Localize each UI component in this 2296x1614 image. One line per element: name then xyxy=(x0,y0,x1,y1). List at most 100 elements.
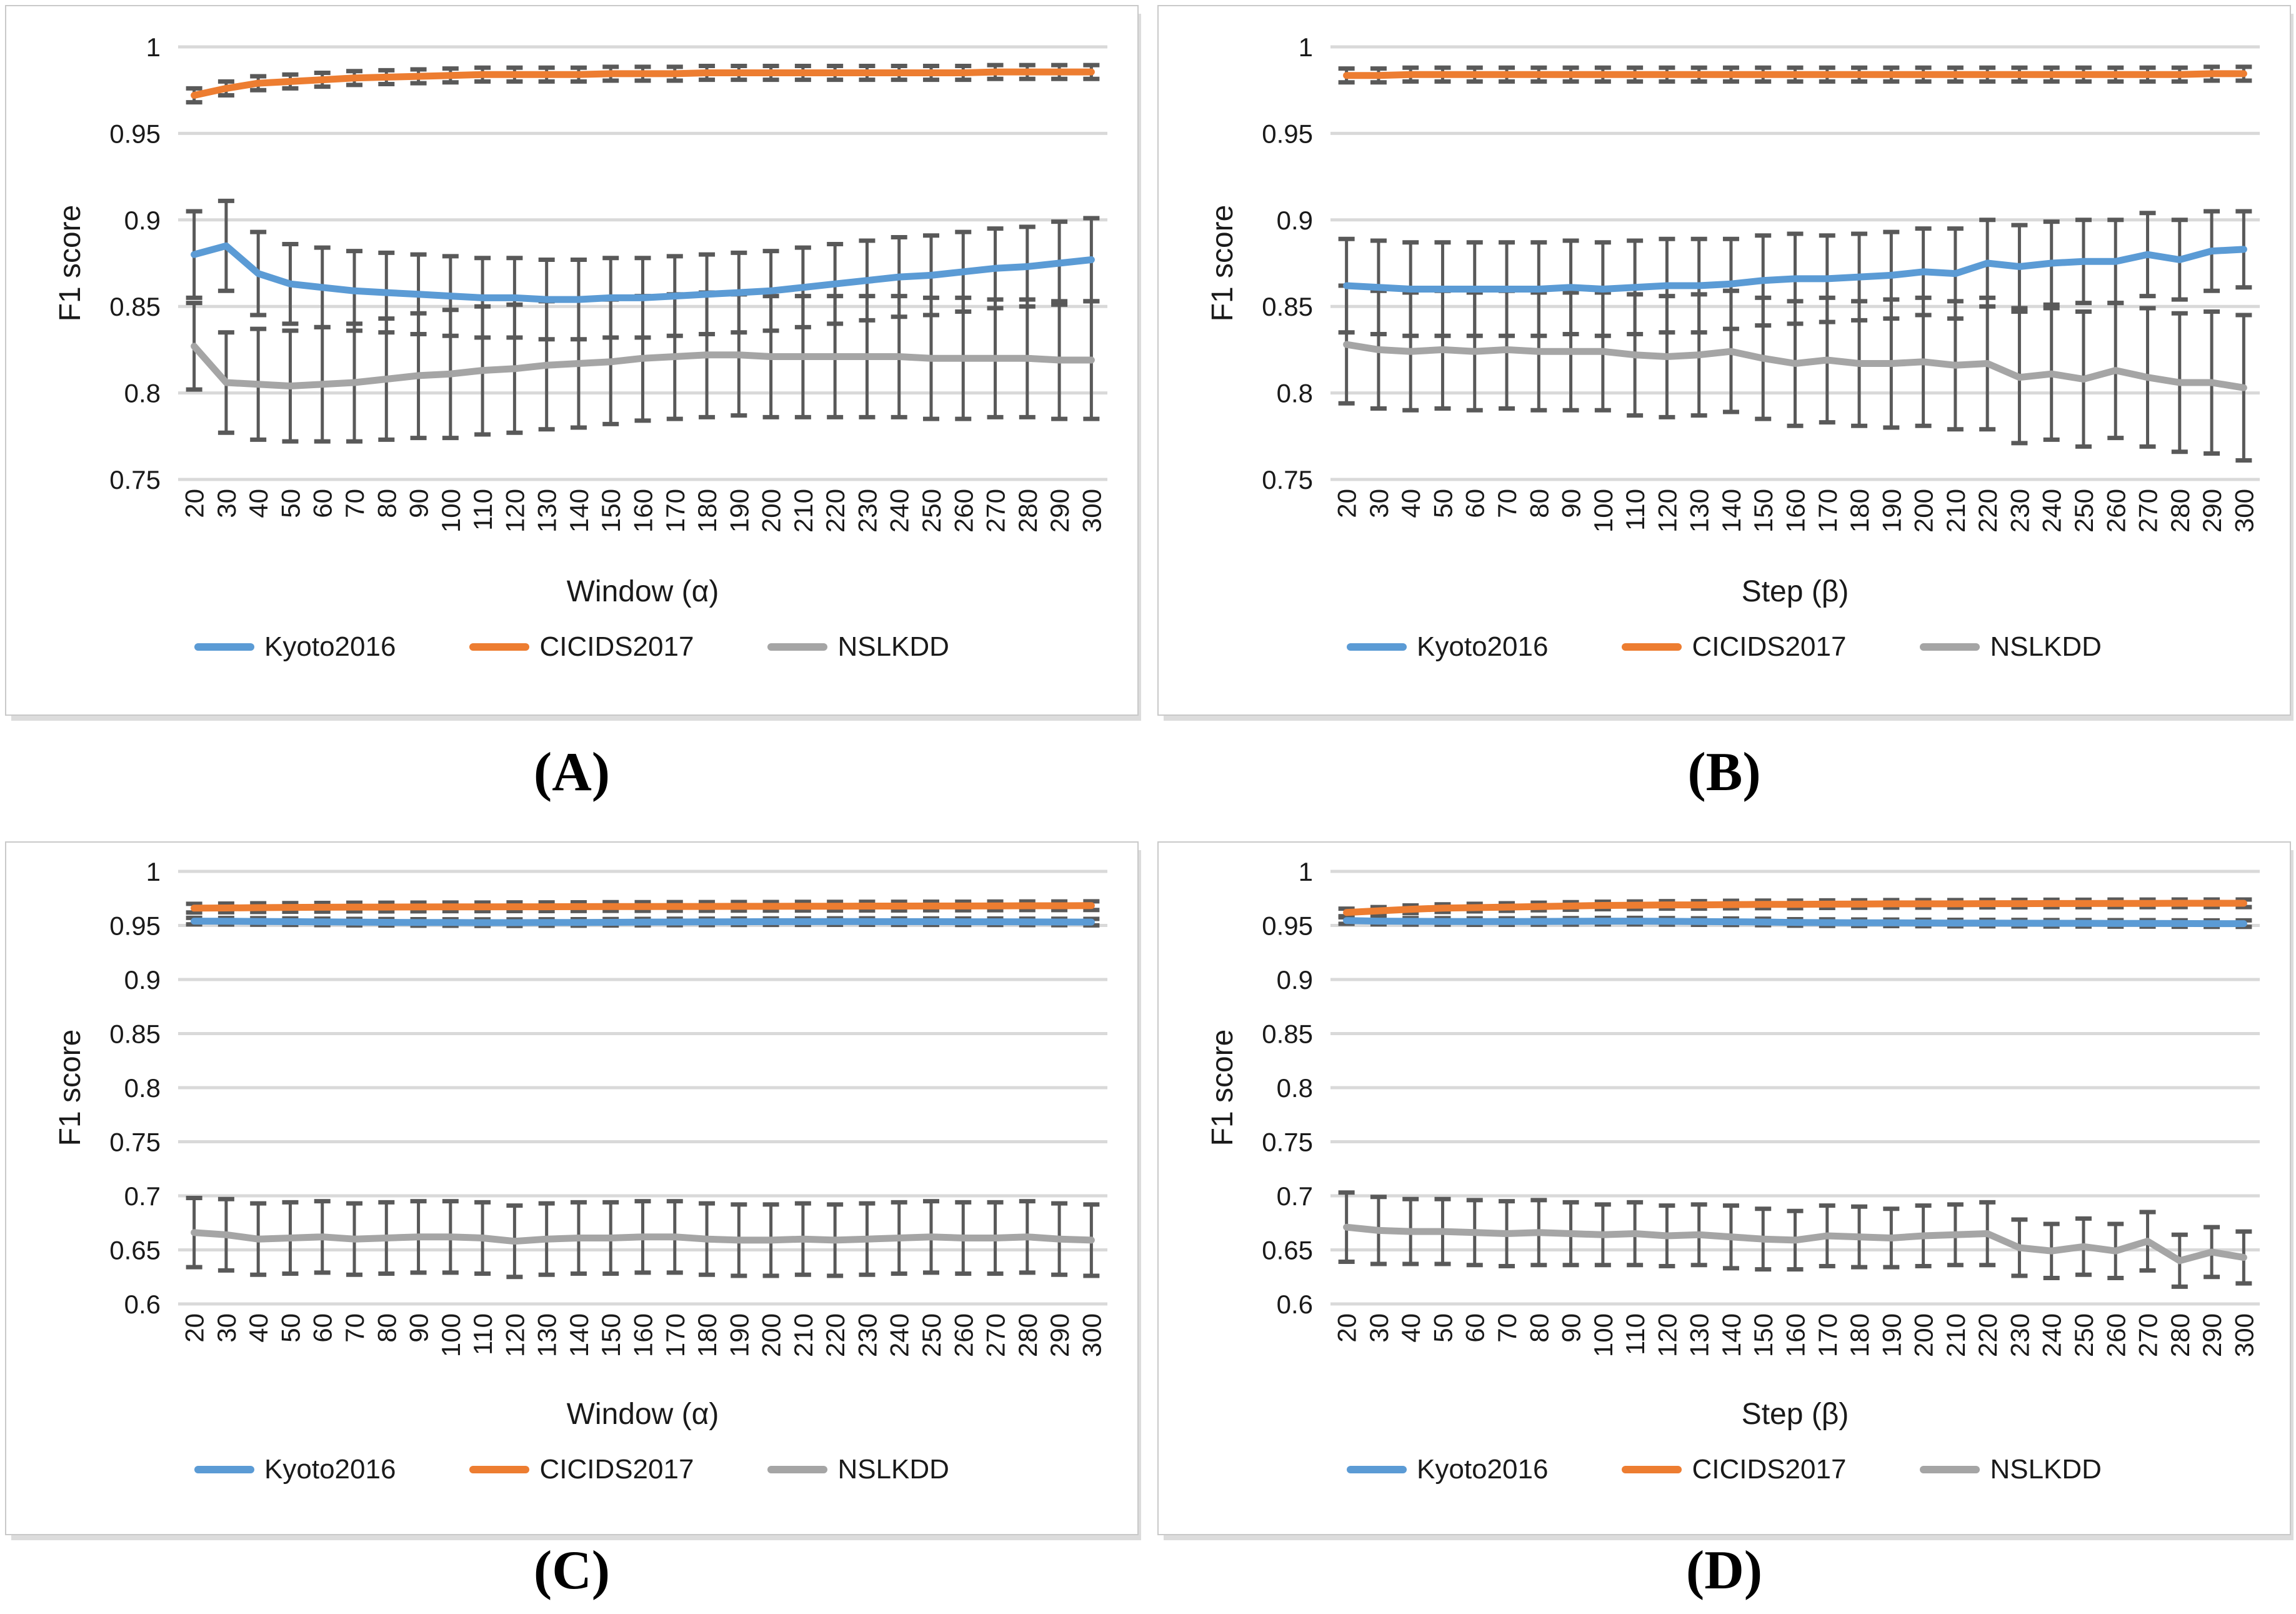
x-tick-label: 250 xyxy=(917,1313,946,1357)
x-tick-label: 170 xyxy=(661,1313,690,1357)
x-tick-label: 60 xyxy=(1460,489,1490,518)
y-tick-label: 0.95 xyxy=(1262,119,1313,148)
x-tick-label: 240 xyxy=(2037,489,2067,533)
legend-label: CICIDS2017 xyxy=(1692,1454,1847,1485)
y-tick-label: 1 xyxy=(146,33,161,62)
x-tick-label: 240 xyxy=(885,1313,914,1357)
legend-label: Kyoto2016 xyxy=(1417,631,1549,662)
x-tick-label: 280 xyxy=(2165,1313,2195,1357)
x-tick-label: 120 xyxy=(500,489,529,533)
x-tick-label: 260 xyxy=(949,1313,978,1357)
x-tick-label: 50 xyxy=(1428,489,1457,518)
x-tick-label: 240 xyxy=(885,489,914,533)
series-line-cicids2017 xyxy=(1343,900,2247,916)
legend-swatch-kyoto2016 xyxy=(194,1466,255,1473)
x-tick-label: 60 xyxy=(308,489,337,518)
legend-b: Kyoto2016 CICIDS2017 NSLKDD xyxy=(1159,631,2290,663)
error-bars-cicids2017 xyxy=(186,63,1100,105)
legend-swatch-nslkdd xyxy=(1920,643,1980,651)
x-tick-label: 270 xyxy=(2134,1313,2163,1357)
x-tick-label: 150 xyxy=(1749,1313,1778,1357)
x-tick-label: 90 xyxy=(404,489,434,518)
x-tick-label: 180 xyxy=(1845,489,1874,533)
legend-swatch-cicids2017 xyxy=(469,1466,530,1473)
x-tick-label: 300 xyxy=(2229,489,2259,533)
x-tick-label: 300 xyxy=(1077,1313,1106,1357)
legend-item-kyoto2016: Kyoto2016 xyxy=(1347,1454,1548,1485)
series-line-nslkdd xyxy=(191,1229,1095,1245)
x-tick-label: 260 xyxy=(2101,1313,2130,1357)
y-tick-label: 0.8 xyxy=(1277,1073,1313,1103)
x-axis-title: Step (β) xyxy=(1742,1398,1849,1431)
y-axis-title: F1 score xyxy=(54,205,87,322)
legend-swatch-cicids2017 xyxy=(1622,1466,1682,1473)
x-tick-label: 200 xyxy=(757,489,786,533)
x-tick-label: 250 xyxy=(2069,1313,2099,1357)
y-tick-label: 0.95 xyxy=(1262,911,1313,941)
legend-label: CICIDS2017 xyxy=(539,1454,694,1485)
x-tick-label: 230 xyxy=(852,1313,882,1357)
series-line-cicids2017 xyxy=(191,902,1095,912)
x-tick-label: 100 xyxy=(1589,1313,1618,1357)
series-line-kyoto2016 xyxy=(191,242,1095,303)
legend-item-cicids2017: CICIDS2017 xyxy=(1622,631,1846,663)
x-tick-label: 90 xyxy=(1557,1313,1586,1343)
x-tick-label: 210 xyxy=(1941,1313,1970,1357)
x-tick-label: 170 xyxy=(1813,1313,1842,1357)
x-tick-label: 290 xyxy=(2197,489,2227,533)
x-tick-label: 140 xyxy=(564,1313,594,1357)
x-tick-label: 80 xyxy=(372,1313,401,1343)
x-tick-label: 240 xyxy=(2037,1313,2067,1357)
y-axis-title: F1 score xyxy=(1206,205,1239,322)
legend-item-kyoto2016: Kyoto2016 xyxy=(194,631,396,663)
x-tick-label: 160 xyxy=(1781,489,1810,533)
legend-swatch-cicids2017 xyxy=(1622,643,1682,651)
y-axis-title: F1 score xyxy=(1206,1030,1239,1146)
x-tick-label: 110 xyxy=(468,1313,497,1355)
y-tick-label: 0.6 xyxy=(1277,1290,1313,1319)
x-tick-label: 20 xyxy=(180,489,209,518)
x-tick-label: 210 xyxy=(1941,489,1970,533)
y-tick-label: 0.7 xyxy=(124,1181,161,1211)
x-tick-label: 180 xyxy=(692,489,722,533)
x-tick-label: 80 xyxy=(1524,1313,1554,1343)
legend-item-nslkdd: NSLKDD xyxy=(767,631,949,663)
x-tick-label: 280 xyxy=(1013,489,1042,533)
y-tick-label: 0.6 xyxy=(124,1290,161,1319)
x-tick-label: 270 xyxy=(981,1313,1011,1357)
legend-label: Kyoto2016 xyxy=(264,631,396,662)
x-axis-title: Window (α) xyxy=(567,575,719,608)
y-tick-label: 0.65 xyxy=(109,1236,161,1265)
x-tick-label: 40 xyxy=(244,489,273,518)
x-tick-label: 300 xyxy=(2229,1313,2259,1357)
x-tick-label: 160 xyxy=(629,1313,658,1357)
y-tick-label: 0.85 xyxy=(109,292,161,321)
y-tick-label: 0.85 xyxy=(1262,292,1313,321)
panel-caption-d: (D) xyxy=(1685,1540,1763,1601)
x-tick-label: 180 xyxy=(1845,1313,1874,1357)
legend-label: CICIDS2017 xyxy=(1692,631,1847,662)
y-tick-label: 0.8 xyxy=(124,379,161,408)
x-tick-label: 70 xyxy=(1492,489,1522,518)
x-tick-label: 190 xyxy=(724,1313,754,1357)
legend-item-nslkdd: NSLKDD xyxy=(1920,631,2102,663)
error-bars-nslkdd xyxy=(1338,283,2252,463)
series-line-kyoto2016 xyxy=(1343,246,2247,293)
y-tick-label: 0.75 xyxy=(109,465,161,494)
x-tick-label: 60 xyxy=(1460,1313,1490,1343)
x-tick-label: 260 xyxy=(2101,489,2130,533)
x-tick-label: 130 xyxy=(1685,1313,1714,1357)
x-tick-label: 40 xyxy=(244,1313,273,1343)
x-tick-label: 60 xyxy=(308,1313,337,1343)
x-tick-label: 140 xyxy=(1717,1313,1746,1357)
y-tick-label: 0.9 xyxy=(124,965,161,995)
y-tick-label: 1 xyxy=(1299,857,1313,886)
x-tick-label: 270 xyxy=(2134,489,2163,533)
x-tick-label: 40 xyxy=(1396,489,1425,518)
legend-label: Kyoto2016 xyxy=(1417,1454,1549,1485)
legend-label: NSLKDD xyxy=(837,1454,949,1485)
legend-swatch-nslkdd xyxy=(767,1466,828,1473)
legend-label: Kyoto2016 xyxy=(264,1454,396,1485)
legend-item-nslkdd: NSLKDD xyxy=(1920,1454,2102,1485)
